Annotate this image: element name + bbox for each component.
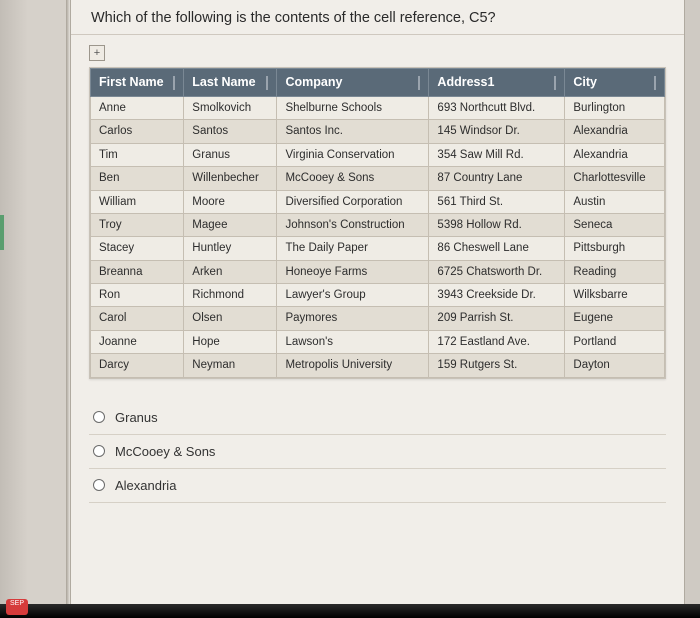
- table-cell: Ron: [91, 284, 184, 307]
- table-cell: 86 Cheswell Lane: [429, 237, 565, 260]
- table-row: JoanneHopeLawson's172 Eastland Ave.Portl…: [91, 330, 665, 353]
- table-cell: Smolkovich: [184, 97, 277, 120]
- table-cell: Johnson's Construction: [277, 213, 429, 236]
- data-table: First NameLast NameCompanyAddress1City A…: [90, 68, 665, 378]
- table-cell: Paymores: [277, 307, 429, 330]
- table-cell: Anne: [91, 97, 184, 120]
- table-cell: Shelburne Schools: [277, 97, 429, 120]
- table-cell: Reading: [565, 260, 665, 283]
- table-cell: Virginia Conservation: [277, 143, 429, 166]
- table-row: RonRichmondLawyer's Group3943 Creekside …: [91, 284, 665, 307]
- table-cell: Darcy: [91, 354, 184, 377]
- table-row: StaceyHuntleyThe Daily Paper86 Cheswell …: [91, 237, 665, 260]
- table-cell: Granus: [184, 143, 277, 166]
- radio-icon: [93, 445, 105, 457]
- column-header: Company: [277, 69, 429, 97]
- table-cell: William: [91, 190, 184, 213]
- table-row: TimGranusVirginia Conservation354 Saw Mi…: [91, 143, 665, 166]
- table-cell: Burlington: [565, 97, 665, 120]
- table-cell: Austin: [565, 190, 665, 213]
- dock-bar: SEP: [0, 604, 700, 618]
- table-cell: Tim: [91, 143, 184, 166]
- table-cell: The Daily Paper: [277, 237, 429, 260]
- option-label: Alexandria: [115, 478, 176, 493]
- table-cell: 354 Saw Mill Rd.: [429, 143, 565, 166]
- table-row: TroyMageeJohnson's Construction5398 Holl…: [91, 213, 665, 236]
- table-cell: Metropolis University: [277, 354, 429, 377]
- table-row: CarlosSantosSantos Inc.145 Windsor Dr.Al…: [91, 120, 665, 143]
- table-cell: Dayton: [565, 354, 665, 377]
- column-header: Address1: [429, 69, 565, 97]
- table-cell: Santos Inc.: [277, 120, 429, 143]
- table-cell: Ben: [91, 167, 184, 190]
- column-header: First Name: [91, 69, 184, 97]
- table-cell: Wilksbarre: [565, 284, 665, 307]
- table-cell: 3943 Creekside Dr.: [429, 284, 565, 307]
- table-cell: Magee: [184, 213, 277, 236]
- radio-icon: [93, 479, 105, 491]
- table-row: BenWillenbecherMcCooey & Sons87 Country …: [91, 167, 665, 190]
- data-table-container: First NameLast NameCompanyAddress1City A…: [89, 67, 666, 379]
- table-cell: Lawson's: [277, 330, 429, 353]
- table-cell: 693 Northcutt Blvd.: [429, 97, 565, 120]
- table-cell: Charlottesville: [565, 167, 665, 190]
- table-row: CarolOlsenPaymores209 Parrish St.Eugene: [91, 307, 665, 330]
- answer-option[interactable]: McCooey & Sons: [89, 435, 666, 469]
- table-row: WilliamMooreDiversified Corporation561 T…: [91, 190, 665, 213]
- option-label: Granus: [115, 410, 158, 425]
- question-text: Which of the following is the contents o…: [71, 0, 684, 35]
- table-cell: Troy: [91, 213, 184, 236]
- table-cell: Arken: [184, 260, 277, 283]
- table-cell: Richmond: [184, 284, 277, 307]
- answer-option[interactable]: Alexandria: [89, 469, 666, 503]
- answer-options: Granus McCooey & Sons Alexandria: [89, 401, 666, 503]
- table-cell: Portland: [565, 330, 665, 353]
- table-cell: Joanne: [91, 330, 184, 353]
- answer-option[interactable]: Granus: [89, 401, 666, 435]
- table-cell: McCooey & Sons: [277, 167, 429, 190]
- table-cell: Carlos: [91, 120, 184, 143]
- table-cell: Neyman: [184, 354, 277, 377]
- table-cell: 209 Parrish St.: [429, 307, 565, 330]
- column-header: Last Name: [184, 69, 277, 97]
- table-row: AnneSmolkovichShelburne Schools693 North…: [91, 97, 665, 120]
- table-cell: 159 Rutgers St.: [429, 354, 565, 377]
- table-cell: Hope: [184, 330, 277, 353]
- table-cell: Santos: [184, 120, 277, 143]
- table-cell: Alexandria: [565, 120, 665, 143]
- table-cell: Seneca: [565, 213, 665, 236]
- table-cell: Willenbecher: [184, 167, 277, 190]
- table-row: BreannaArkenHoneoye Farms6725 Chatsworth…: [91, 260, 665, 283]
- table-cell: Huntley: [184, 237, 277, 260]
- table-cell: Alexandria: [565, 143, 665, 166]
- table-cell: Honeoye Farms: [277, 260, 429, 283]
- table-cell: 172 Eastland Ave.: [429, 330, 565, 353]
- table-cell: 145 Windsor Dr.: [429, 120, 565, 143]
- table-cell: Lawyer's Group: [277, 284, 429, 307]
- option-label: McCooey & Sons: [115, 444, 215, 459]
- table-cell: 561 Third St.: [429, 190, 565, 213]
- table-cell: Breanna: [91, 260, 184, 283]
- radio-icon: [93, 411, 105, 423]
- table-cell: Olsen: [184, 307, 277, 330]
- table-cell: Eugene: [565, 307, 665, 330]
- table-cell: Diversified Corporation: [277, 190, 429, 213]
- question-page: Which of the following is the contents o…: [70, 0, 685, 618]
- table-cell: 5398 Hollow Rd.: [429, 213, 565, 236]
- table-cell: Moore: [184, 190, 277, 213]
- table-cell: Pittsburgh: [565, 237, 665, 260]
- table-row: DarcyNeymanMetropolis University159 Rutg…: [91, 354, 665, 377]
- table-cell: 87 Country Lane: [429, 167, 565, 190]
- table-cell: Stacey: [91, 237, 184, 260]
- dock-calendar-icon[interactable]: SEP: [6, 599, 28, 615]
- left-gutter: [0, 0, 70, 618]
- expand-button[interactable]: +: [89, 45, 105, 61]
- green-marker: [0, 215, 4, 250]
- column-header: City: [565, 69, 665, 97]
- table-cell: 6725 Chatsworth Dr.: [429, 260, 565, 283]
- table-cell: Carol: [91, 307, 184, 330]
